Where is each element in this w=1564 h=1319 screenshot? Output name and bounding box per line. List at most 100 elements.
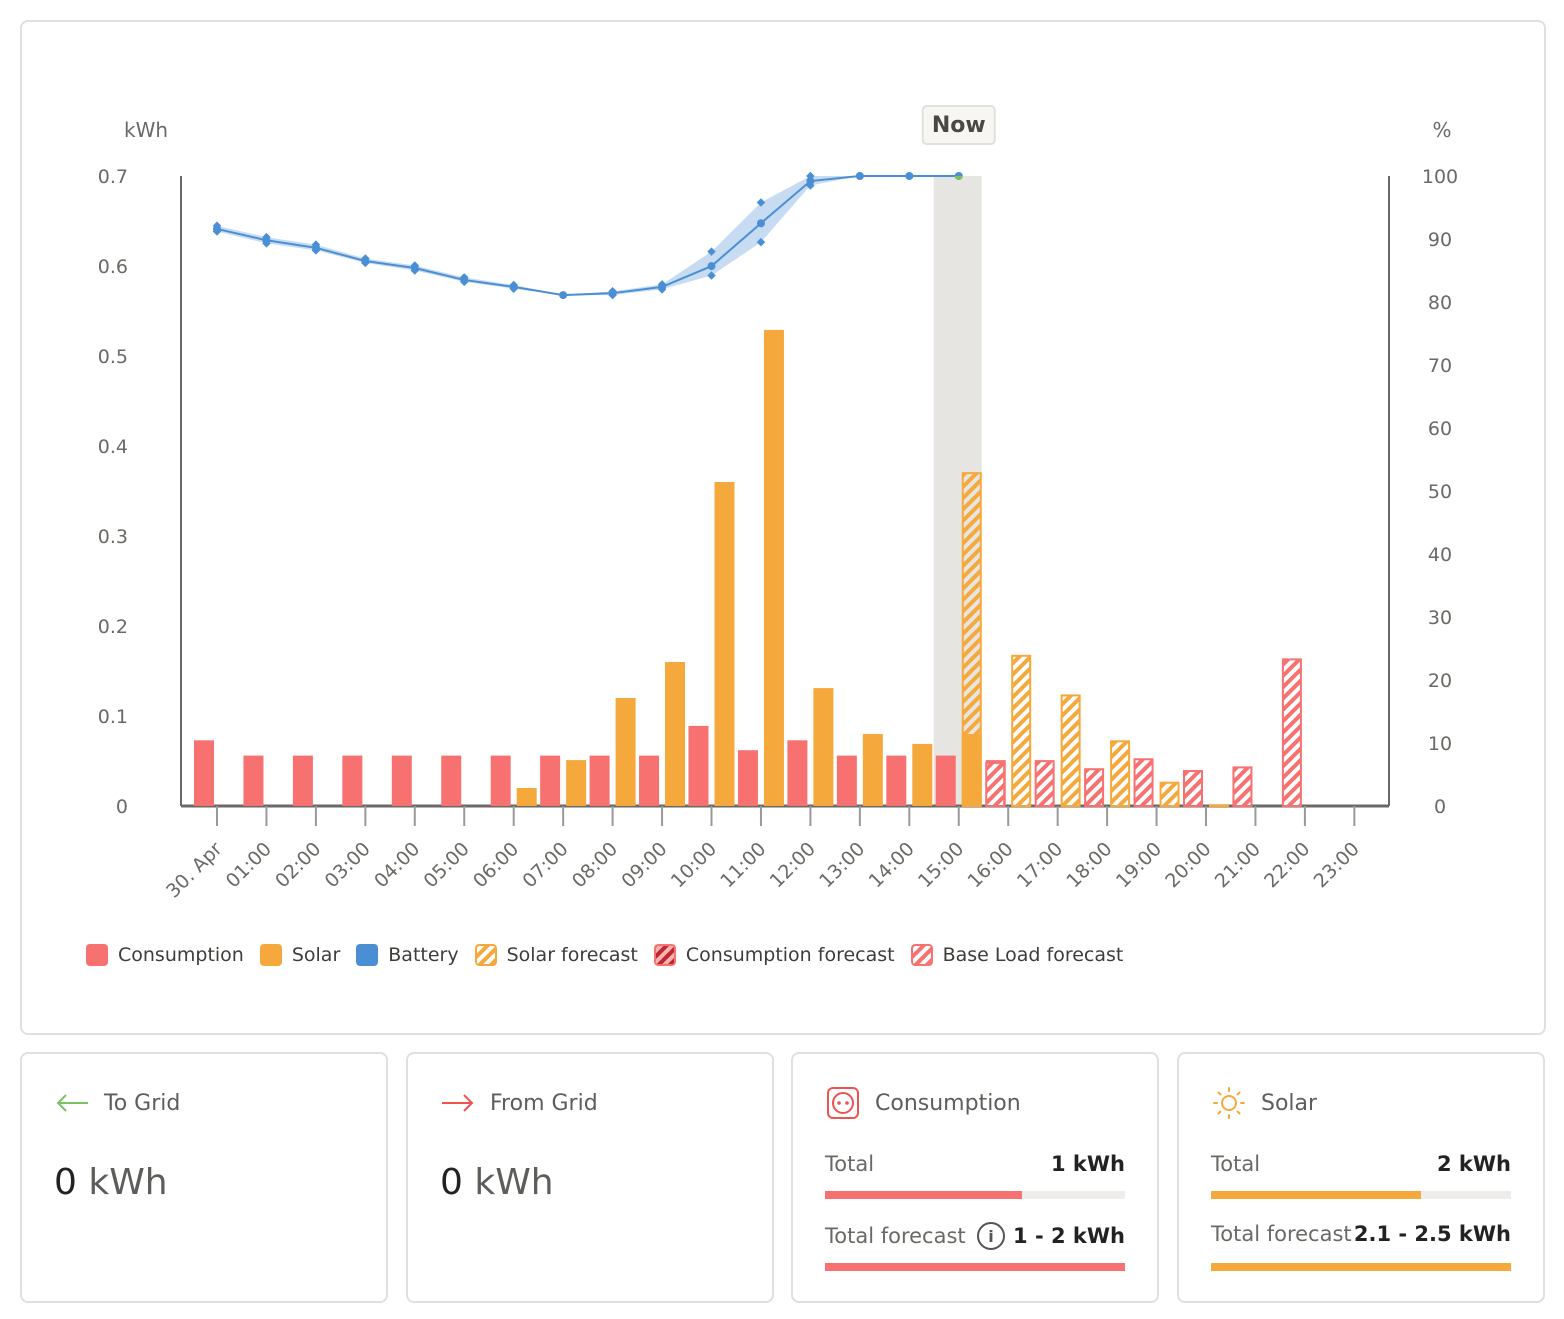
- solar-card: Solar Total 2 kWh Total forecast 2.1 - 2…: [1177, 1052, 1545, 1303]
- right-tick-label: 10: [1428, 733, 1452, 755]
- x-tick-label: 03:00: [321, 838, 375, 892]
- consumption-card: Consumption Total 1 kWh Total forecast i…: [791, 1052, 1159, 1303]
- consumption-bar: [441, 755, 462, 806]
- consumption-title: Consumption: [875, 1090, 1021, 1116]
- legend-item-consumption-forecast[interactable]: Consumption forecast: [653, 944, 895, 966]
- to-grid-card: To Grid 0 kWh: [20, 1052, 388, 1303]
- solar-bar: [665, 662, 686, 806]
- battery-line-group: [212, 171, 963, 300]
- x-tick-label: 09:00: [617, 838, 671, 892]
- battery-point: [756, 219, 765, 228]
- x-tick-label: 11:00: [716, 838, 770, 892]
- legend-label: Consumption: [118, 944, 244, 966]
- energy-chart: Now 0 0.1 0.2 0.3 0.4 0.5 0.6 0.7 0 10 20 30 40 50 60 7…: [98, 105, 1458, 902]
- battery-point: [855, 172, 864, 180]
- right-tick-label: 50: [1428, 481, 1452, 503]
- consumption-forecast-bar: [825, 1263, 1125, 1271]
- x-tick-label: 06:00: [469, 838, 523, 892]
- solar-forecast-label: Total forecast: [1211, 1222, 1352, 1246]
- right-tick-label: 0: [1434, 796, 1446, 818]
- consumption-bar: [737, 750, 758, 806]
- solar-forecast-bar: [1011, 654, 1032, 807]
- legend-item-solar-forecast[interactable]: Solar forecast: [474, 944, 638, 966]
- from-grid-title: From Grid: [490, 1090, 598, 1116]
- battery-point: [311, 243, 320, 252]
- x-tick-label: 17:00: [1013, 838, 1067, 892]
- consumption-bar: [243, 755, 264, 806]
- solar-bar: [516, 788, 537, 806]
- legend-label: Base Load forecast: [942, 944, 1124, 966]
- arrow-left-icon: [54, 1088, 90, 1118]
- x-tick-label: 19:00: [1112, 838, 1166, 892]
- energy-chart-card: Now 0 0.1 0.2 0.3 0.4 0.5 0.6 0.7 0 10 20 30 40 50 60 7…: [20, 20, 1546, 1035]
- consumption-forecast-row: Total forecast i 1 - 2 kWh: [825, 1222, 1125, 1250]
- from-grid-card: From Grid 0 kWh: [406, 1052, 774, 1303]
- left-tick-label: 0.5: [98, 346, 128, 368]
- from-grid-number: 0: [440, 1162, 463, 1203]
- to-grid-number: 0: [54, 1162, 77, 1203]
- left-axis-unit: kWh: [124, 118, 168, 142]
- consumption-total-row: Total 1 kWh: [825, 1152, 1125, 1176]
- battery-point: [658, 282, 667, 291]
- left-tick-label: 0.1: [98, 706, 128, 728]
- battery-point: [559, 291, 568, 300]
- x-tick-label: 12:00: [766, 838, 820, 892]
- battery-point: [410, 263, 419, 272]
- consumption-bar: [589, 755, 610, 806]
- consumption-bar: [194, 740, 214, 806]
- x-tick-label: 02:00: [271, 838, 325, 892]
- base-load-forecast-swatch: [910, 944, 933, 966]
- right-tick-label: 80: [1428, 292, 1452, 314]
- consumption-bar: [688, 725, 709, 806]
- left-tick-label: 0.6: [98, 256, 128, 278]
- battery-point: [262, 236, 271, 245]
- solar-bar: [566, 760, 587, 806]
- solar-bar: [615, 698, 636, 806]
- x-tick-label: 05:00: [420, 838, 474, 892]
- consumption-forecast-swatch: [653, 944, 676, 966]
- consumption-bar: [540, 755, 561, 806]
- solar-bar: [813, 688, 834, 806]
- battery-point: [707, 262, 716, 271]
- solar-forecast-bar: [1209, 804, 1229, 808]
- base-load-forecast-bar: [1084, 768, 1105, 808]
- right-tick-label: 70: [1428, 355, 1452, 377]
- right-tick-label: 30: [1428, 607, 1452, 629]
- consumption-swatch: [86, 944, 108, 966]
- legend-item-solar[interactable]: Solar: [259, 944, 340, 966]
- consumption-total-bar-fill: [825, 1191, 1022, 1199]
- legend-item-consumption[interactable]: Consumption: [86, 944, 244, 966]
- solar-forecast-bar-fill: [1211, 1263, 1511, 1271]
- consumption-forecast-bar-fill: [825, 1263, 1125, 1271]
- solar-total-row: Total 2 kWh: [1211, 1152, 1511, 1176]
- solar-bar: [763, 329, 784, 806]
- x-tick-label: 08:00: [568, 838, 622, 892]
- battery-point: [460, 275, 469, 284]
- info-icon[interactable]: i: [977, 1222, 1006, 1250]
- right-axis-unit: %: [1432, 118, 1451, 142]
- battery-now-point: [954, 176, 963, 180]
- x-tick-label: 18:00: [1062, 838, 1116, 892]
- solar-forecast-bar: [1110, 740, 1131, 807]
- x-tick-label: 15:00: [914, 838, 968, 892]
- sun-icon: [1211, 1087, 1247, 1119]
- solar-forecast-bar: [1060, 694, 1081, 808]
- bars: [194, 329, 1302, 808]
- consumption-bar: [935, 755, 956, 806]
- left-tick-label: 0.4: [98, 436, 128, 458]
- legend-item-battery[interactable]: Battery: [356, 944, 459, 966]
- left-tick-label: 0.3: [98, 526, 128, 548]
- x-tick-label: 22:00: [1260, 838, 1314, 892]
- legend-label: Consumption forecast: [685, 944, 895, 966]
- from-grid-value: 0 kWh: [440, 1162, 554, 1203]
- legend-label: Battery: [388, 944, 459, 966]
- now-label: Now: [932, 113, 986, 138]
- legend-item-base-load-forecast[interactable]: Base Load forecast: [910, 944, 1124, 966]
- x-tick-label: 21:00: [1211, 838, 1265, 892]
- solar-swatch: [259, 944, 282, 966]
- consumption-bar: [836, 755, 857, 806]
- battery-swatch: [356, 944, 379, 966]
- consumption-total-label: Total: [825, 1152, 875, 1176]
- consumption-bar: [787, 740, 808, 806]
- consumption-bar: [639, 755, 660, 806]
